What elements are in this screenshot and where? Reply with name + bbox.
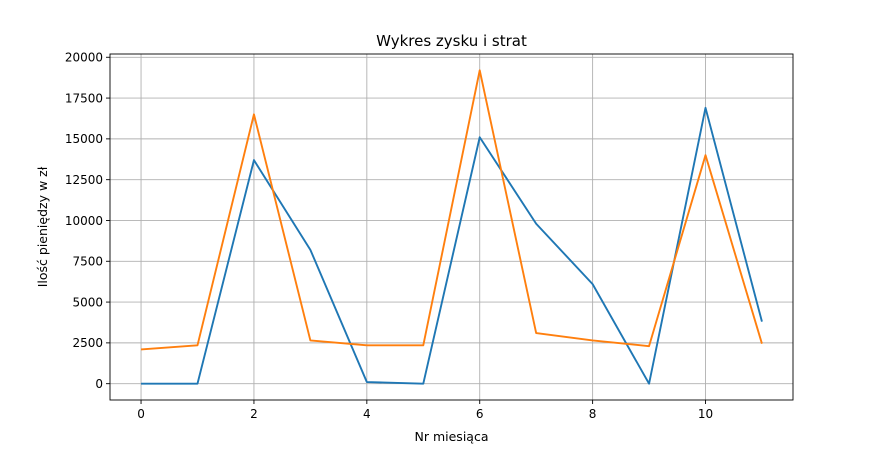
x-tick-label: 0: [137, 407, 145, 421]
x-tick-label: 8: [589, 407, 597, 421]
y-tick-label: 2500: [72, 336, 103, 350]
grid: [110, 54, 793, 400]
plot-frame: [109, 53, 794, 401]
ticks: 0 2 4 6 8 10 0 2500 5000 7500 10000 12500 15000 17500…: [65, 51, 713, 421]
chart-title: Wykres zysku i strat: [376, 32, 527, 50]
y-tick-label: 12500: [65, 173, 103, 187]
x-tick-label: 2: [250, 407, 258, 421]
x-tick-label: 10: [698, 407, 713, 421]
y-tick-label: 15000: [65, 132, 103, 146]
y-tick-label: 17500: [65, 91, 103, 105]
y-tick-label: 0: [95, 377, 103, 391]
series-line-1: [141, 106, 763, 385]
series-line-2: [140, 69, 763, 351]
x-tick-label: 4: [363, 407, 371, 421]
y-tick-label: 5000: [72, 295, 103, 309]
series-layer: [140, 69, 763, 385]
y-tick-label: 10000: [65, 214, 103, 228]
y-tick-label: 7500: [72, 255, 103, 269]
y-tick-label: 20000: [65, 51, 103, 65]
x-tick-label: 6: [476, 407, 484, 421]
x-axis-label: Nr miesiąca: [415, 429, 489, 444]
y-axis-label: Ilość pieniędzy w zł: [35, 166, 50, 287]
